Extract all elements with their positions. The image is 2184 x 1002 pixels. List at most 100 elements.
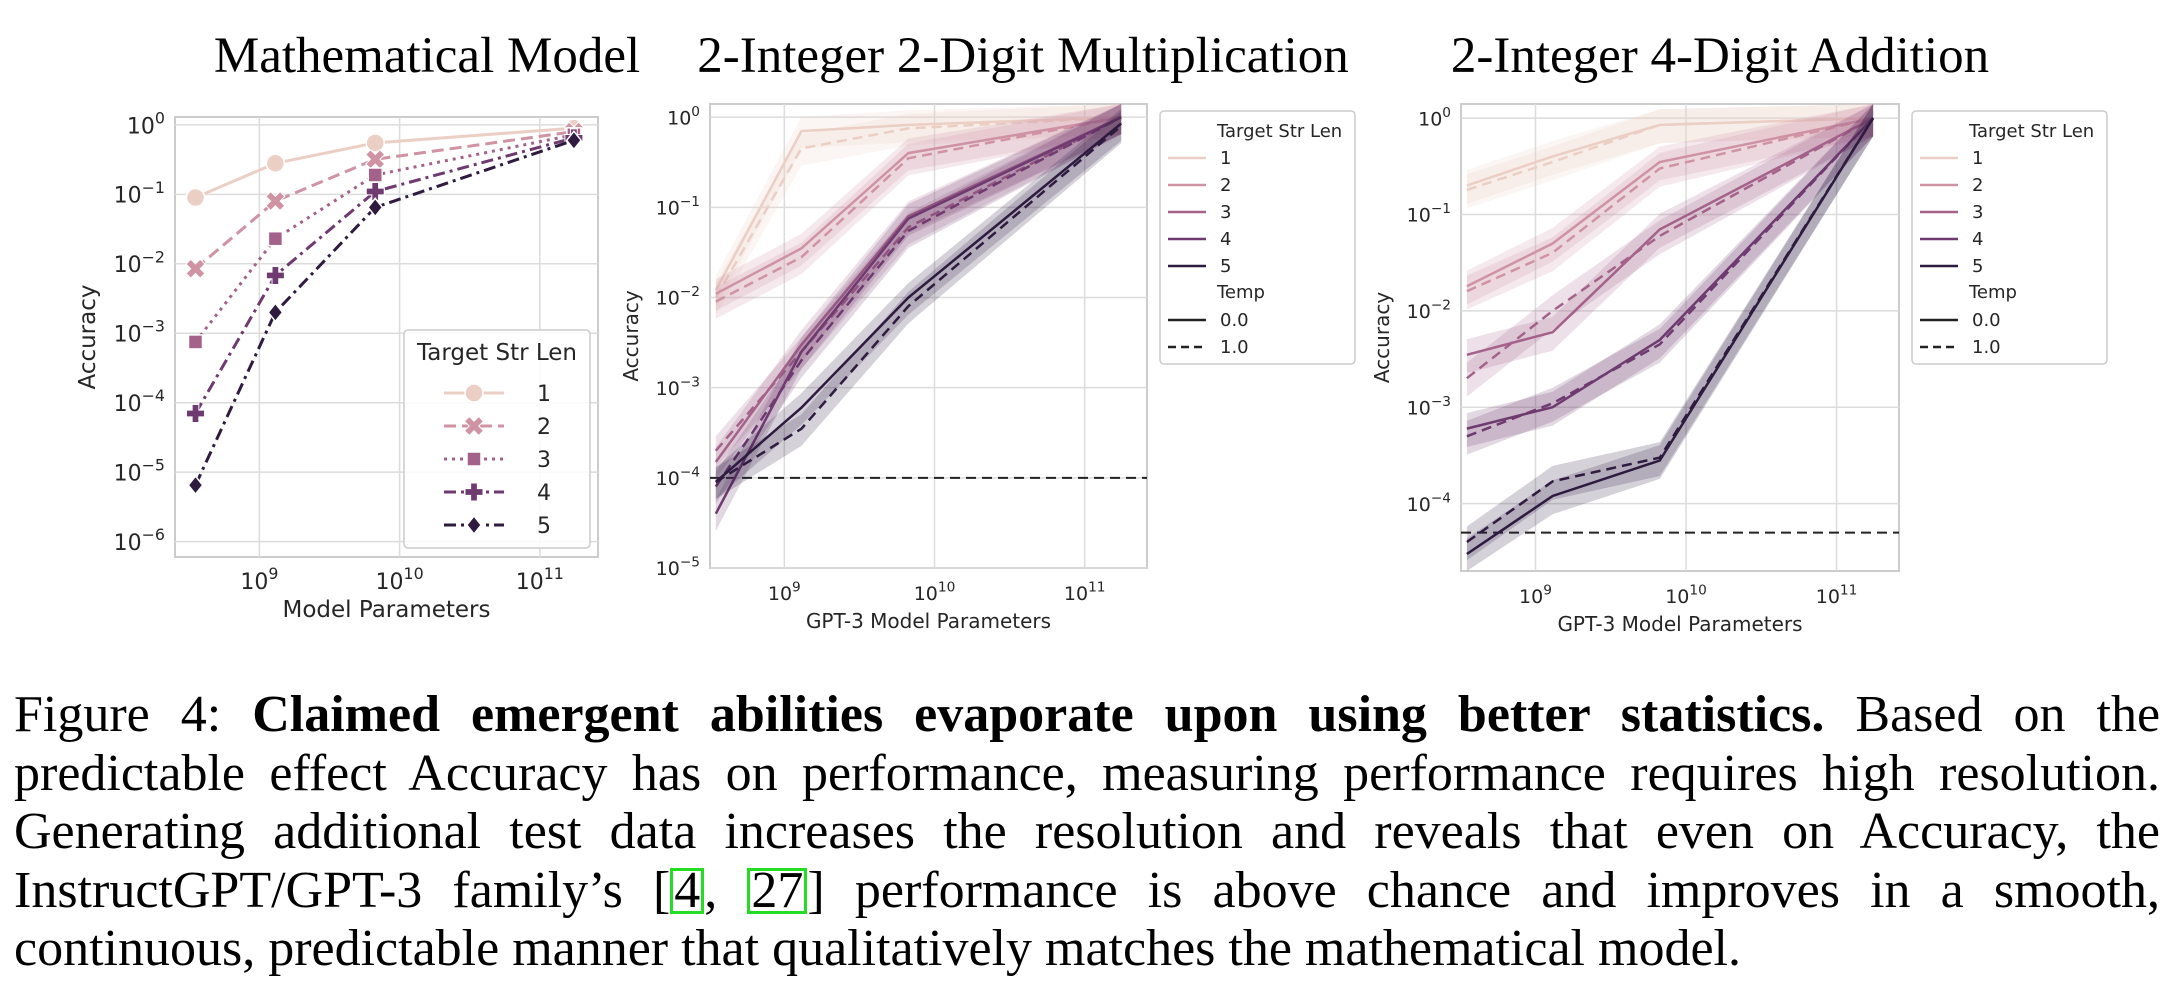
caption-body-end: ] performance is above chance and improv…: [14, 861, 2160, 978]
series-band-len4-temp0.0: [715, 104, 1122, 531]
series-line-len4: [194, 136, 575, 415]
legend: Target Str Len 1 2 3 4 5: [403, 329, 591, 549]
y-tick-label: 10−1: [656, 194, 700, 220]
series-band-len3-temp1.0: [1466, 104, 1874, 397]
legend-entry-label: 5: [1220, 256, 1231, 277]
legend-entry-label: 1: [537, 382, 551, 407]
panel-math: Mathematical Model 109 1010 1011 100 10−1 10−2…: [75, 28, 640, 623]
figure-4-panels: Mathematical Model 109 1010 1011 100 10−1 10−2…: [75, 28, 2108, 636]
data-point-len1-1: [265, 153, 286, 174]
legend-box: [1911, 110, 2108, 365]
y-tick-label: 10−2: [656, 284, 700, 310]
series-band-len3-temp1.0: [715, 104, 1122, 468]
citation-separator: ,: [704, 861, 748, 919]
data-point-len3-1: [267, 230, 284, 247]
data-point-len3-0: [187, 334, 204, 350]
legend-entry-label: 2: [537, 415, 551, 440]
legend: Target Str Len 1 2 3 4 5 Temp 0.0 1.0: [1159, 110, 1356, 365]
x-tick-label: 109: [240, 564, 278, 595]
y-tick-label: 10−2: [1407, 298, 1451, 324]
data-point-len5-1: [267, 302, 284, 323]
y-tick-label: 10−4: [656, 465, 700, 491]
legend-marker: [463, 415, 485, 437]
series-band-len1-temp0.0: [1466, 104, 1874, 204]
data-point-len3-2: [367, 167, 383, 183]
legend-entry-label: 4: [537, 481, 551, 506]
y-tick-label: 10−2: [114, 247, 165, 278]
series-band-len4-temp1.0: [1466, 104, 1874, 455]
series-band-len2-temp1.0: [1466, 104, 1874, 310]
y-tick-label: 10−4: [1407, 490, 1451, 516]
legend-entry-label: 5: [537, 514, 551, 539]
y-tick-label: 10−3: [1407, 394, 1451, 420]
panel-title: 2-Integer 4-Digit Addition: [1451, 28, 1989, 84]
y-tick-label: 100: [667, 104, 700, 130]
x-axis-label: GPT-3 Model Parameters: [806, 609, 1051, 633]
series-band-len5-temp0.0: [1466, 104, 1874, 571]
data-point-len1-2: [365, 133, 385, 153]
x-tick-label: 1011: [1064, 579, 1106, 605]
panel-mult: 2-Integer 2-Digit Multiplication 109 1010 1…: [619, 28, 1356, 633]
y-tick-label: 10−3: [656, 374, 700, 400]
legend-marker: [464, 383, 484, 403]
legend-entry-label: 4: [1972, 229, 1983, 250]
legend: Target Str Len 1 2 3 4 5 Temp 0.0 1.0: [1911, 110, 2108, 365]
x-axis-label: Model Parameters: [282, 597, 490, 623]
panel-title: 2-Integer 2-Digit Multiplication: [697, 28, 1349, 84]
x-tick-label: 1010: [376, 564, 424, 595]
series-line-len5-temp1.0: [715, 124, 1123, 484]
y-axis-label: Accuracy: [619, 290, 643, 381]
figure-label: Figure 4:: [14, 686, 222, 743]
data-point-len2-1: [265, 190, 286, 212]
series-line-len5-temp0.0: [1466, 117, 1875, 556]
citation-link-27[interactable]: 27: [747, 864, 808, 916]
citation-link-4[interactable]: 4: [670, 864, 705, 916]
series-line-len5-temp1.0: [1466, 117, 1875, 544]
data-point-len5-3: [565, 130, 583, 151]
series-line-len5-temp0.0: [714, 122, 1122, 483]
legend-entry-label: 3: [537, 448, 551, 473]
caption-body: Based on the predictable effect Accuracy…: [14, 686, 2161, 919]
x-tick-label: 109: [1519, 582, 1552, 608]
series-line-len3: [194, 133, 575, 343]
series-line-len3-temp1.0: [1466, 117, 1874, 380]
figure-caption: Figure 4: Claimed emergent abilities eva…: [14, 686, 2160, 979]
x-tick-label: 1010: [914, 579, 956, 605]
series-line-len1-temp1.0: [1466, 116, 1874, 192]
legend-entry-label: 1: [1220, 148, 1231, 169]
legend-title: Target Str Len: [416, 340, 577, 366]
y-tick-label: 10−3: [114, 317, 165, 348]
legend-box: [1159, 110, 1356, 365]
data-point-len2-0-shape: [185, 258, 206, 279]
y-tick-label: 10−6: [114, 525, 165, 556]
series-line-len1: [194, 126, 575, 199]
y-tick-label: 10−1: [1407, 201, 1451, 227]
series-line-len4-temp0.0: [714, 116, 1122, 515]
y-tick-label: 100: [1418, 105, 1451, 131]
y-tick-label: 10−5: [656, 555, 700, 581]
legend-temp-label: 1.0: [1972, 337, 2001, 358]
panel-add: 2-Integer 4-Digit Addition 109 1010 1011 100…: [1370, 28, 2108, 636]
legend-entry-label: 3: [1220, 202, 1231, 223]
series-line-len4-temp1.0: [714, 116, 1122, 488]
legend-temp-label: 1.0: [1220, 337, 1249, 358]
series-band-len4-temp0.0: [1466, 104, 1874, 447]
legend-entry-label: 2: [1220, 175, 1231, 196]
legend-marker: [466, 451, 482, 467]
series-line-len4-temp1.0: [1466, 117, 1875, 438]
series-line-len2: [194, 130, 575, 270]
data-point-len2-0: [185, 258, 206, 279]
series-line-len2-temp0.0: [715, 115, 1122, 295]
series-band-len3-temp0.0: [715, 104, 1122, 480]
x-tick-label: 109: [768, 579, 801, 605]
y-tick-label: 10−5: [114, 456, 165, 487]
legend-marker: [465, 514, 483, 536]
x-tick-label: 1011: [516, 564, 564, 595]
data-point-len2-1-shape: [265, 190, 286, 212]
legend-title: Target Str Len: [1216, 121, 1342, 142]
legend-marker: [464, 482, 484, 502]
x-tick-label: 1010: [1665, 582, 1707, 608]
legend-entry-label: 2: [1972, 175, 1983, 196]
legend-temp-label: 0.0: [1220, 310, 1249, 331]
series-line-len2-temp1.0: [1466, 116, 1874, 293]
